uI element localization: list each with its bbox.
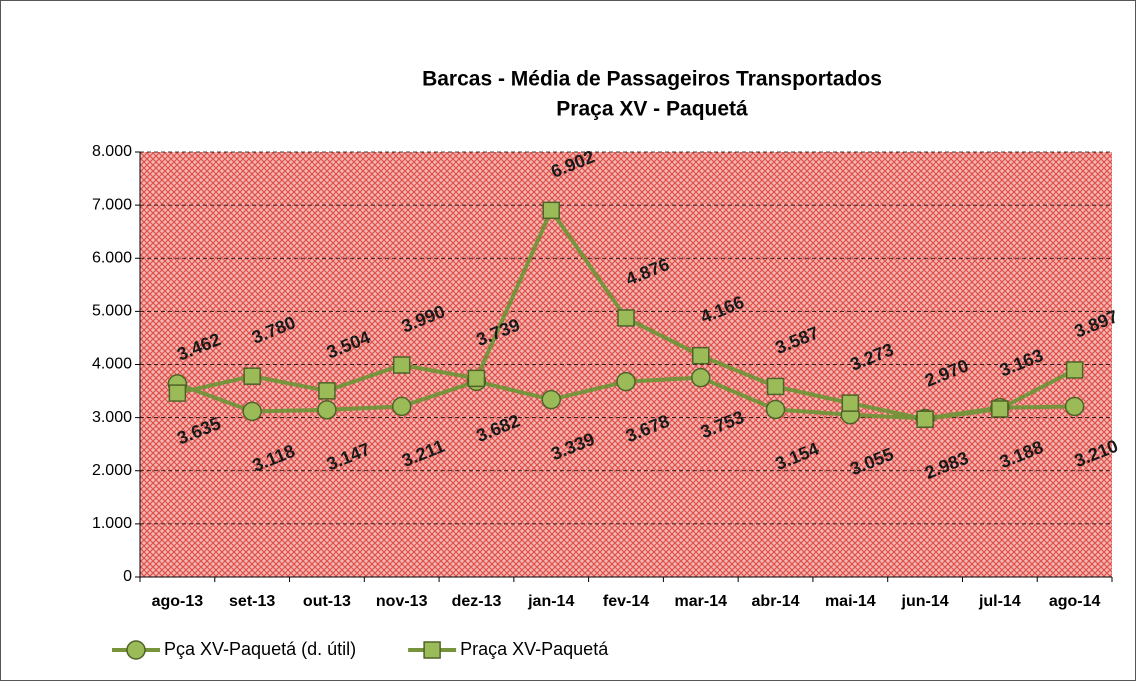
legend-label: Pça XV-Paquetá (d. útil) — [164, 639, 356, 659]
data-point — [616, 371, 636, 392]
x-tick-label: fev-14 — [603, 593, 649, 610]
data-point — [1064, 396, 1085, 417]
data-point — [691, 367, 711, 388]
y-tick-label: 6.000 — [92, 249, 132, 266]
data-point — [392, 356, 411, 374]
y-tick-label: 2.000 — [92, 462, 132, 479]
data-point — [317, 400, 337, 420]
x-tick-label: jun-14 — [901, 593, 949, 610]
x-tick-label: abr-14 — [752, 593, 800, 610]
data-point — [467, 369, 486, 388]
x-tick-label: jan-14 — [527, 593, 574, 610]
data-point — [765, 399, 786, 420]
legend-label: Praça XV-Paquetá — [460, 639, 609, 659]
x-tick-label: dez-13 — [452, 593, 502, 610]
data-point — [1065, 361, 1084, 379]
data-point — [541, 389, 561, 410]
y-tick-label: 5.000 — [92, 303, 132, 320]
data-point — [391, 396, 412, 417]
y-tick-label: 3.000 — [92, 409, 132, 426]
data-point — [766, 377, 785, 396]
data-point — [617, 309, 635, 327]
legend-marker — [423, 641, 441, 659]
y-tick-label: 8.000 — [92, 143, 132, 160]
data-point — [168, 384, 187, 402]
y-tick-label: 7.000 — [92, 196, 132, 213]
x-tick-label: ago-14 — [1049, 593, 1101, 610]
legend-marker — [126, 640, 146, 660]
data-point — [841, 394, 860, 412]
x-tick-label: nov-13 — [376, 593, 428, 610]
x-tick-label: set-13 — [229, 593, 275, 610]
data-point — [916, 410, 934, 428]
data-point — [318, 382, 336, 400]
y-tick-label: 1.000 — [92, 515, 132, 532]
data-point — [991, 400, 1009, 418]
data-point — [542, 201, 560, 220]
x-tick-label: jul-14 — [978, 593, 1021, 610]
x-tick-label: mai-14 — [825, 593, 876, 610]
chart-title: Barcas - Média de Passageiros Transporta… — [422, 68, 882, 91]
y-tick-label: 4.000 — [92, 356, 132, 373]
chart-subtitle: Praça XV - Paquetá — [556, 98, 748, 121]
x-tick-label: ago-13 — [152, 593, 204, 610]
x-tick-label: mar-14 — [675, 593, 728, 610]
data-point — [242, 401, 262, 422]
data-point — [243, 367, 261, 385]
x-tick-label: out-13 — [303, 593, 351, 610]
y-tick-label: 0 — [123, 568, 132, 585]
data-point — [692, 346, 710, 365]
